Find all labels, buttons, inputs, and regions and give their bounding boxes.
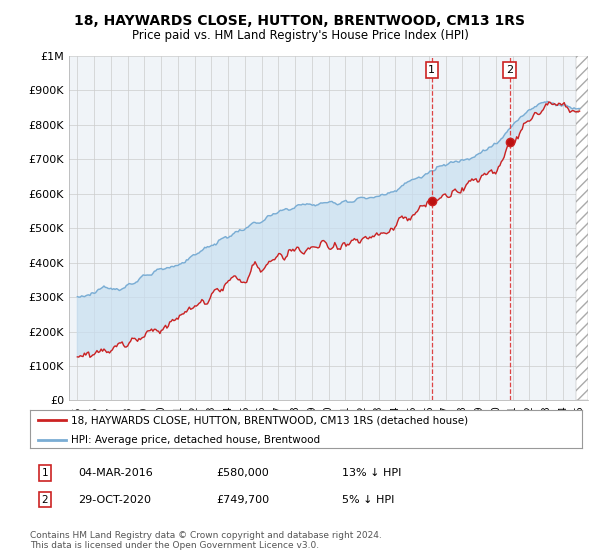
Text: 29-OCT-2020: 29-OCT-2020 — [78, 494, 151, 505]
Text: 04-MAR-2016: 04-MAR-2016 — [78, 468, 153, 478]
Text: 18, HAYWARDS CLOSE, HUTTON, BRENTWOOD, CM13 1RS (detached house): 18, HAYWARDS CLOSE, HUTTON, BRENTWOOD, C… — [71, 415, 469, 425]
Text: 5% ↓ HPI: 5% ↓ HPI — [342, 494, 394, 505]
Text: 1: 1 — [41, 468, 49, 478]
Text: 13% ↓ HPI: 13% ↓ HPI — [342, 468, 401, 478]
Text: 1: 1 — [428, 65, 435, 75]
Text: £749,700: £749,700 — [216, 494, 269, 505]
Text: Price paid vs. HM Land Registry's House Price Index (HPI): Price paid vs. HM Land Registry's House … — [131, 29, 469, 42]
Text: Contains HM Land Registry data © Crown copyright and database right 2024.
This d: Contains HM Land Registry data © Crown c… — [30, 531, 382, 550]
Polygon shape — [576, 56, 588, 400]
Text: HPI: Average price, detached house, Brentwood: HPI: Average price, detached house, Bren… — [71, 435, 320, 445]
Text: 2: 2 — [506, 65, 514, 75]
Text: 2: 2 — [41, 494, 49, 505]
Text: 18, HAYWARDS CLOSE, HUTTON, BRENTWOOD, CM13 1RS: 18, HAYWARDS CLOSE, HUTTON, BRENTWOOD, C… — [74, 14, 526, 28]
Text: £580,000: £580,000 — [216, 468, 269, 478]
